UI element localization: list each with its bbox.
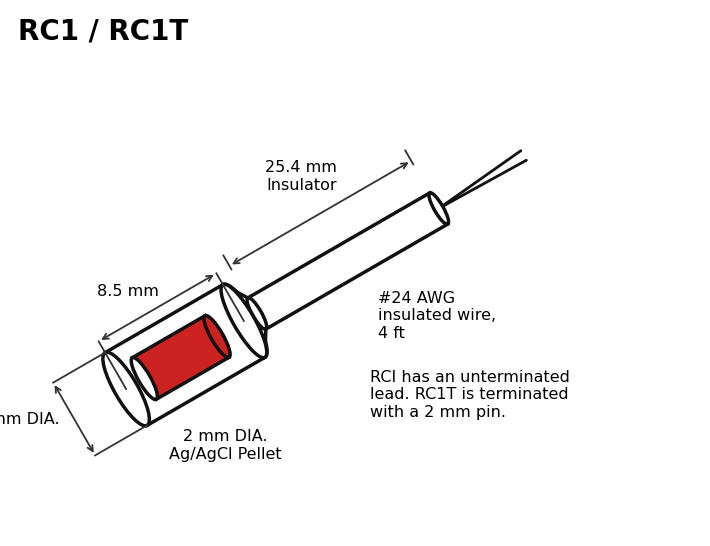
Ellipse shape: [103, 352, 149, 426]
Ellipse shape: [429, 193, 449, 224]
Text: 4 mm DIA.: 4 mm DIA.: [0, 412, 59, 426]
Text: RCI has an unterminated
lead. RC1T is terminated
with a 2 mm pin.: RCI has an unterminated lead. RC1T is te…: [370, 370, 570, 420]
Ellipse shape: [131, 358, 158, 400]
Text: RC1 / RC1T: RC1 / RC1T: [18, 18, 188, 46]
Polygon shape: [105, 284, 265, 425]
Polygon shape: [248, 193, 448, 329]
Text: 25.4 mm
Insulator: 25.4 mm Insulator: [266, 161, 337, 193]
Ellipse shape: [221, 284, 267, 358]
Ellipse shape: [247, 298, 267, 329]
Ellipse shape: [221, 284, 267, 358]
Text: #24 AWG
insulated wire,
4 ft: #24 AWG insulated wire, 4 ft: [378, 291, 496, 341]
Polygon shape: [223, 284, 266, 358]
Text: 2 mm DIA.
Ag/AgCl Pellet: 2 mm DIA. Ag/AgCl Pellet: [168, 429, 281, 462]
Ellipse shape: [204, 316, 230, 358]
Text: 8.5 mm: 8.5 mm: [97, 284, 158, 299]
Polygon shape: [132, 316, 229, 399]
